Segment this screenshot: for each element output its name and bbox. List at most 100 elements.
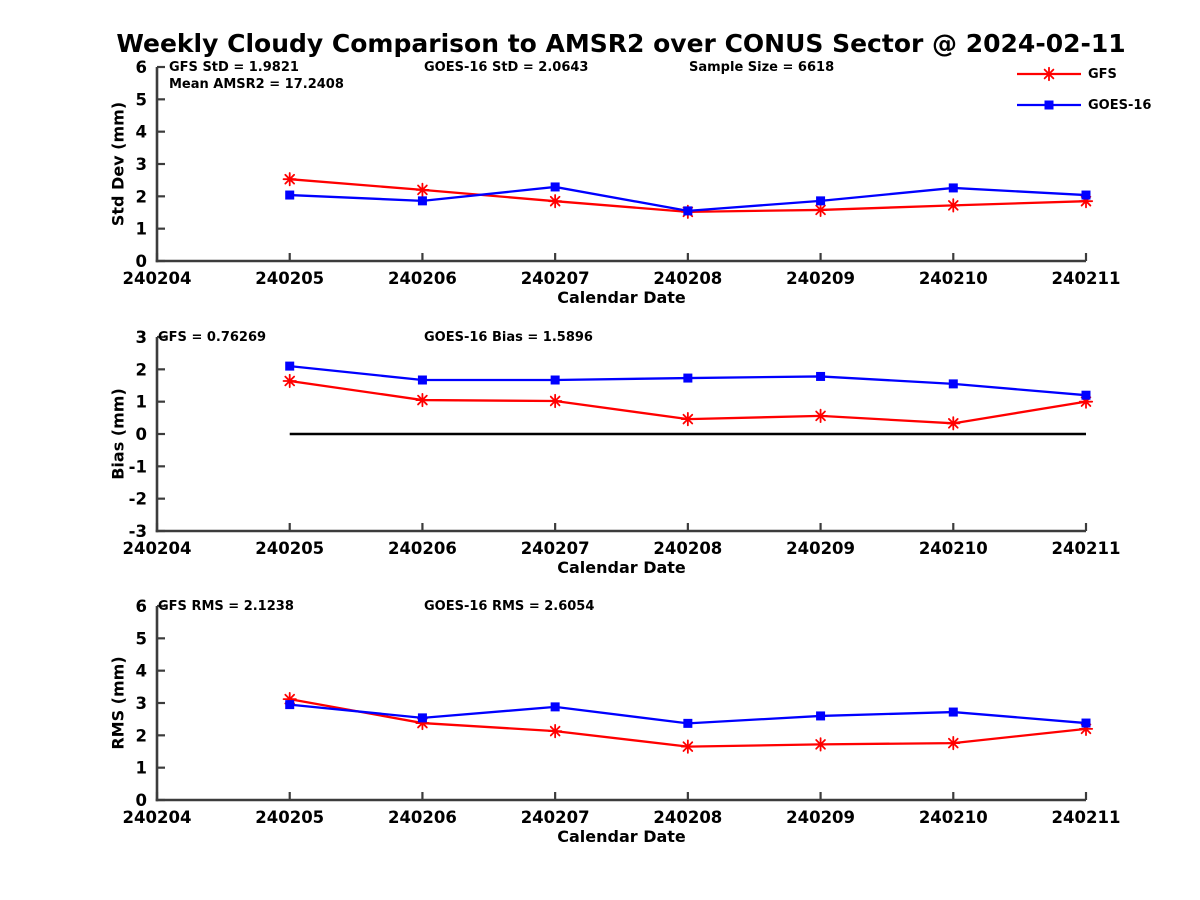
asterisk-marker: [813, 408, 828, 423]
y-tick-label: -2: [129, 490, 147, 509]
x-tick-label: 240210: [919, 808, 988, 827]
y-tick-label: 6: [136, 58, 147, 77]
y-tick-label: 4: [136, 662, 147, 681]
asterisk-marker: [415, 715, 430, 731]
square-marker: [683, 373, 693, 383]
goes16-line-square-icon: [1017, 100, 1081, 110]
square-marker: [816, 711, 826, 721]
annotation-goes16-std: GOES-16 StD = 2.0643: [424, 60, 589, 75]
square-marker: [417, 713, 427, 723]
asterisk-marker: [415, 182, 430, 197]
ylabel-bias: Bias (mm): [108, 388, 128, 480]
x-tick-label: 240204: [123, 269, 192, 288]
asterisk-marker: [282, 373, 297, 389]
x-tick-label: 240207: [521, 539, 590, 558]
y-tick-label: 5: [136, 629, 147, 648]
square-marker: [816, 196, 826, 206]
legend-item-goes16: GOES-16: [1016, 97, 1151, 113]
xlabel-bias-calendar-date: Calendar Date: [557, 558, 686, 577]
asterisk-marker: [1078, 721, 1094, 736]
square-marker: [948, 707, 958, 717]
asterisk-marker: [946, 735, 961, 751]
x-tick-label: 240205: [255, 269, 324, 288]
legend-label-gfs: GFS: [1088, 66, 1117, 82]
annotation-mean-amsr2: Mean AMSR2 = 17.2408: [169, 77, 344, 92]
annotation-gfs-bias: GFS = 0.76269: [158, 330, 267, 345]
asterisk-marker: [813, 202, 828, 218]
x-tick-label: 240206: [388, 808, 457, 827]
xlabel-rms-calendar-date: Calendar Date: [557, 827, 686, 846]
x-tick-label: 240207: [521, 808, 590, 827]
square-marker: [1081, 390, 1091, 400]
x-tick-label: 240204: [123, 539, 192, 558]
square-marker: [285, 700, 295, 710]
square-marker: [417, 375, 427, 385]
x-tick-label: 240209: [786, 539, 855, 558]
legend-label-goes16: GOES-16: [1088, 97, 1152, 113]
asterisk-marker: [813, 737, 828, 752]
x-tick-label: 240211: [1052, 269, 1121, 288]
asterisk-marker: [282, 692, 297, 707]
asterisk-marker: [1041, 66, 1057, 82]
asterisk-marker: [548, 393, 563, 409]
x-tick-label: 240211: [1052, 808, 1121, 827]
asterisk-marker: [415, 392, 430, 408]
square-marker: [550, 182, 560, 192]
asterisk-marker: [282, 172, 297, 187]
legend-item-gfs: GFS: [1016, 66, 1117, 82]
annotation-goes16-bias: GOES-16 Bias = 1.5896: [424, 330, 593, 345]
gfs-line-asterisk-icon: [1017, 66, 1081, 82]
y-tick-label: 3: [136, 155, 147, 174]
ylabel-std-dev: Std Dev (mm): [108, 101, 128, 227]
x-tick-label: 240205: [255, 808, 324, 827]
xlabel-stddev-calendar-date: Calendar Date: [557, 288, 686, 307]
square-marker: [550, 702, 560, 712]
y-tick-label: 0: [136, 252, 147, 271]
square-marker: [1081, 190, 1091, 200]
asterisk-marker: [680, 412, 695, 427]
square-marker: [1044, 100, 1054, 110]
y-tick-label: 4: [136, 123, 147, 142]
x-tick-label: 240205: [255, 539, 324, 558]
square-marker: [417, 196, 427, 206]
x-tick-label: 240206: [388, 269, 457, 288]
y-tick-label: 1: [136, 393, 147, 412]
y-tick-label: -1: [129, 457, 147, 476]
x-tick-label: 240208: [653, 269, 722, 288]
annotation-gfs-rms: GFS RMS = 2.1238: [158, 599, 294, 614]
asterisk-marker: [548, 724, 563, 739]
x-tick-label: 240208: [653, 539, 722, 558]
x-tick-label: 240207: [521, 269, 590, 288]
y-tick-label: 0: [136, 791, 147, 810]
annotation-sample-size: Sample Size = 6618: [689, 60, 835, 75]
asterisk-marker: [946, 416, 961, 431]
asterisk-marker: [680, 739, 695, 754]
asterisk-marker: [1078, 394, 1094, 409]
y-tick-label: 6: [136, 597, 147, 616]
annotation-gfs-std: GFS StD = 1.9821: [169, 60, 299, 75]
y-tick-label: -3: [129, 522, 147, 541]
y-tick-label: 2: [136, 360, 147, 379]
square-marker: [948, 379, 958, 389]
x-tick-label: 240209: [786, 269, 855, 288]
y-tick-label: 3: [136, 694, 147, 713]
x-tick-label: 240204: [123, 808, 192, 827]
square-marker: [816, 371, 826, 381]
x-tick-label: 240211: [1052, 539, 1121, 558]
square-marker: [285, 190, 295, 200]
ylabel-rms: RMS (mm): [108, 656, 128, 750]
y-tick-label: 5: [136, 90, 147, 109]
x-tick-label: 240208: [653, 808, 722, 827]
asterisk-marker: [548, 194, 563, 209]
y-tick-label: 2: [136, 726, 147, 745]
y-tick-label: 0: [136, 425, 147, 444]
y-tick-label: 3: [136, 328, 147, 347]
y-tick-label: 2: [136, 187, 147, 206]
y-tick-label: 1: [136, 220, 147, 239]
square-marker: [683, 718, 693, 728]
legend: GFS GOES-16: [1016, 0, 1200, 130]
x-tick-label: 240206: [388, 539, 457, 558]
asterisk-marker: [1078, 194, 1094, 209]
